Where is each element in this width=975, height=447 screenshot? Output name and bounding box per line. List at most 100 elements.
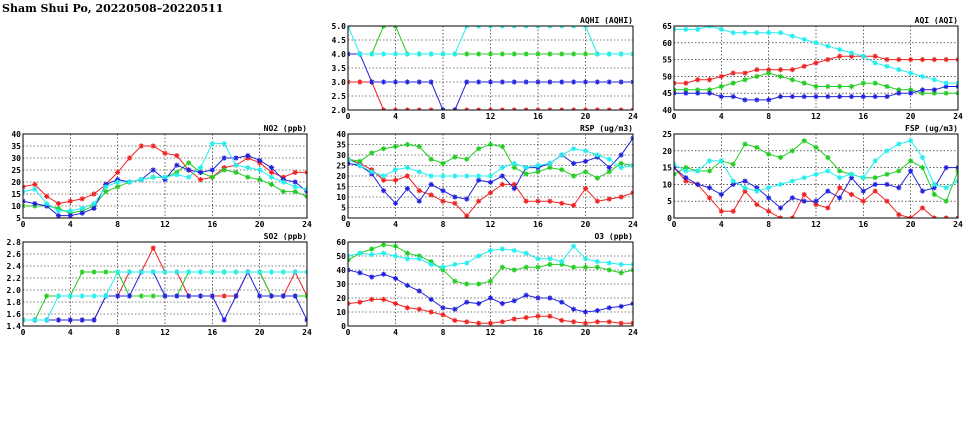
x-tick-label: 8 bbox=[766, 112, 771, 121]
y-tick-label: 65 bbox=[662, 22, 672, 31]
data-point-marker bbox=[825, 154, 831, 161]
data-point-marker bbox=[197, 169, 204, 175]
x-tick-label: 20 bbox=[906, 112, 916, 121]
data-point-marker bbox=[718, 73, 724, 79]
x-tick-label: 4 bbox=[68, 220, 73, 229]
chart-panel-fsp: 0 4 8 12 16 20 24 0 5 10 15 20 25 FSP (ug/m3) bbox=[662, 124, 963, 229]
data-point-marker bbox=[452, 306, 458, 312]
data-point-marker bbox=[499, 144, 505, 150]
x-tick-label: 24 bbox=[628, 112, 638, 121]
data-point-marker bbox=[428, 259, 434, 265]
data-point-marker bbox=[79, 317, 85, 323]
data-point-marker bbox=[511, 267, 517, 273]
data-point-marker bbox=[452, 173, 458, 179]
data-point-marker bbox=[55, 293, 62, 299]
data-point-marker bbox=[801, 80, 807, 86]
data-point-marker bbox=[559, 152, 565, 158]
data-point-marker bbox=[594, 319, 600, 325]
data-point-marker bbox=[683, 80, 689, 86]
data-point-marker bbox=[535, 162, 541, 169]
data-point-marker bbox=[103, 293, 109, 299]
data-point-marker bbox=[931, 191, 937, 198]
data-point-marker bbox=[742, 97, 748, 103]
data-point-marker bbox=[487, 141, 494, 148]
data-point-marker bbox=[683, 165, 689, 171]
data-point-marker bbox=[872, 158, 878, 164]
data-point-marker bbox=[884, 63, 890, 69]
data-point-marker bbox=[103, 269, 109, 275]
data-point-marker bbox=[618, 160, 624, 166]
data-point-marker bbox=[440, 198, 446, 204]
x-tick-label: 8 bbox=[441, 328, 446, 337]
data-point-marker bbox=[718, 26, 724, 32]
data-point-marker bbox=[919, 205, 926, 211]
data-point-marker bbox=[766, 195, 772, 201]
x-tick-label: 4 bbox=[68, 328, 73, 337]
x-tick-label: 4 bbox=[719, 112, 724, 121]
data-point-marker bbox=[825, 43, 831, 49]
data-point-marker bbox=[908, 70, 914, 76]
data-point-marker bbox=[67, 198, 73, 204]
data-point-marker bbox=[742, 178, 748, 184]
data-point-marker bbox=[618, 261, 624, 267]
data-point-marker bbox=[476, 301, 482, 307]
data-point-marker bbox=[766, 30, 772, 36]
data-point-marker bbox=[476, 177, 482, 183]
y-tick-label: 0 bbox=[341, 214, 346, 223]
data-point-marker bbox=[416, 144, 422, 150]
data-point-marker bbox=[44, 201, 50, 207]
data-point-marker bbox=[730, 161, 736, 167]
data-point-marker bbox=[32, 201, 38, 207]
data-point-marker bbox=[943, 80, 949, 86]
chart-panel-so2: 0 4 8 12 16 20 24 1.4 1.6 1.8 2.0 2.2 2.4 2.6 2.8 SO2 (… bbox=[7, 232, 312, 337]
data-point-marker bbox=[535, 256, 541, 262]
data-point-marker bbox=[79, 269, 85, 275]
data-point-marker bbox=[233, 155, 239, 161]
data-point-marker bbox=[606, 169, 612, 175]
data-point-marker bbox=[32, 317, 38, 323]
data-point-marker bbox=[464, 173, 470, 179]
data-point-marker bbox=[730, 80, 736, 86]
data-point-marker bbox=[872, 80, 878, 86]
y-tick-label: 3.0 bbox=[332, 78, 347, 87]
data-point-marker bbox=[706, 168, 713, 174]
data-point-marker bbox=[825, 83, 831, 90]
x-tick-label: 24 bbox=[302, 220, 312, 229]
y-tick-label: 40 bbox=[336, 266, 346, 275]
y-tick-label: 50 bbox=[336, 252, 346, 261]
data-point-marker bbox=[268, 269, 275, 275]
plot-frame bbox=[347, 25, 634, 111]
plot-frame bbox=[673, 25, 959, 111]
x-tick-label: 16 bbox=[859, 112, 869, 121]
data-point-marker bbox=[428, 173, 434, 179]
data-point-marker bbox=[357, 158, 363, 164]
data-point-marker bbox=[511, 51, 517, 57]
data-point-marker bbox=[511, 186, 517, 192]
data-point-marker bbox=[706, 90, 713, 96]
data-point-marker bbox=[428, 181, 434, 187]
data-point-marker bbox=[499, 173, 505, 179]
data-point-marker bbox=[381, 146, 387, 152]
y-tick-label: 0 bbox=[667, 214, 672, 223]
data-point-marker bbox=[369, 274, 375, 280]
data-point-marker bbox=[523, 171, 529, 177]
data-point-marker bbox=[115, 293, 121, 299]
data-point-marker bbox=[55, 201, 62, 207]
data-point-marker bbox=[813, 60, 819, 66]
data-point-marker bbox=[695, 168, 701, 174]
y-tick-label: 3.5 bbox=[332, 64, 347, 73]
data-point-marker bbox=[742, 185, 748, 191]
data-point-marker bbox=[919, 154, 926, 161]
data-point-marker bbox=[476, 253, 482, 259]
chart-panel-no2: 0 4 8 12 16 20 24 5 10 15 20 25 30 35 40 NO2 (ppb) bbox=[11, 124, 312, 229]
data-point-marker bbox=[67, 293, 73, 299]
chart-panel-aqi: 0 4 8 12 16 20 24 40 45 50 55 60 65 AQI (AQI) bbox=[662, 16, 963, 121]
data-point-marker bbox=[209, 293, 215, 299]
data-point-marker bbox=[257, 167, 263, 173]
chart-title: RSP (ug/m3) bbox=[580, 124, 633, 133]
y-tick-label: 2.0 bbox=[7, 286, 22, 295]
data-point-marker bbox=[813, 83, 819, 90]
data-point-marker bbox=[582, 79, 589, 85]
data-point-marker bbox=[777, 205, 784, 211]
data-point-marker bbox=[908, 87, 914, 93]
